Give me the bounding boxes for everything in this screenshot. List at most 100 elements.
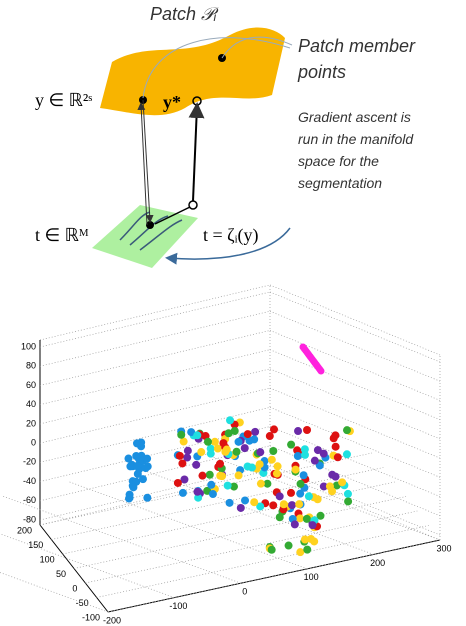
scatter-point — [211, 438, 219, 446]
scatter-point — [224, 482, 232, 490]
x-tick-label: 300 — [436, 543, 451, 553]
scatter-point — [296, 548, 304, 556]
grid-line — [270, 427, 440, 497]
scatter-point — [207, 481, 215, 489]
scatter-point — [129, 483, 137, 491]
scatter-point — [343, 426, 351, 434]
scatter-3d: 100806040200-20-40-60-80200150100500-50-… — [0, 285, 452, 625]
scatter-point — [301, 451, 309, 459]
scatter-point — [178, 459, 186, 467]
scatter-point — [344, 490, 352, 498]
z-tick-label: 80 — [26, 361, 36, 371]
scatter-point — [204, 438, 212, 446]
scatter-point — [143, 494, 151, 502]
box-edge — [40, 285, 270, 340]
scatter-point — [216, 460, 224, 468]
scatter-point — [209, 490, 217, 498]
scatter-point — [300, 471, 308, 479]
scatter-point — [133, 439, 141, 447]
scatter-point — [268, 546, 276, 554]
note: segmentation — [298, 175, 382, 191]
scatter-point — [269, 447, 277, 455]
scatter-point — [301, 536, 309, 544]
grid-line — [270, 292, 440, 362]
scatter-point — [266, 432, 274, 440]
scatter-point — [177, 431, 185, 439]
scatter-point — [292, 466, 300, 474]
note: space for the — [298, 153, 379, 169]
scatter-point — [257, 480, 265, 488]
scatter-point — [179, 489, 187, 497]
scatter-point — [251, 428, 259, 436]
grid-line — [270, 350, 440, 420]
scatter-point — [288, 501, 296, 509]
member-label: Patch member — [298, 36, 416, 56]
scatter-point — [320, 450, 328, 458]
grid-line — [85, 511, 417, 583]
scatter-point — [256, 460, 264, 468]
scatter-point — [176, 452, 184, 460]
scatter-point — [206, 471, 214, 479]
scatter-point — [311, 457, 319, 465]
z-tick-label: -20 — [23, 457, 36, 467]
scatter-point — [305, 492, 313, 500]
grid-line — [270, 330, 440, 400]
y-tick-label: 0 — [72, 583, 77, 593]
scatter-point — [296, 514, 304, 522]
scatter-point — [309, 521, 317, 529]
z-tick-label: 60 — [26, 380, 36, 390]
box-edge — [40, 470, 270, 525]
scatter-point — [133, 462, 141, 470]
scatter-point — [268, 456, 276, 464]
z-tick-label: -80 — [23, 514, 36, 524]
scatter-point — [273, 470, 281, 478]
scatter-point — [174, 479, 182, 487]
scatter-point — [226, 499, 234, 507]
scatter-point — [285, 542, 293, 550]
scatter-point — [139, 475, 147, 483]
z-tick-label: -60 — [23, 495, 36, 505]
scatter-point — [276, 492, 284, 500]
scatter-point — [193, 431, 201, 439]
scatter-point — [318, 368, 325, 375]
point — [189, 201, 197, 209]
scatter-point — [280, 500, 288, 508]
scatter-point — [250, 498, 258, 506]
y-tick-label: -100 — [82, 612, 100, 622]
scatter-point — [241, 496, 249, 504]
scatter-point — [294, 452, 302, 460]
scatter-point — [207, 450, 215, 458]
scatter-point — [326, 482, 334, 490]
x-tick-label: -100 — [169, 601, 187, 611]
scatter-point — [332, 443, 340, 451]
z-tick-label: 20 — [26, 418, 36, 428]
x-tick-label: 100 — [304, 572, 319, 582]
scatter-point — [276, 513, 284, 521]
scatter-point — [237, 504, 245, 512]
scatter-point — [334, 453, 342, 461]
scatter-point — [269, 501, 277, 509]
scatter-point — [226, 416, 234, 424]
t-space: t ∈ ℝᴹ — [35, 225, 89, 245]
scatter-point — [291, 520, 299, 528]
note: Gradient ascent is — [298, 109, 411, 125]
scatter-point — [303, 515, 311, 523]
figure: Patch 𝒫ᵢ Patch member points y ∈ ℝ²ˢ y* … — [0, 0, 466, 626]
mapping: t = ζᵢ(y) — [203, 225, 259, 246]
scatter-point — [331, 431, 339, 439]
scatter-point — [303, 546, 311, 554]
scatter-point — [338, 478, 346, 486]
member-label: points — [297, 62, 346, 82]
arrow — [193, 106, 197, 201]
x-tick-label: -200 — [103, 615, 121, 625]
scatter-point — [235, 438, 243, 446]
x-tick-label: 0 — [242, 587, 247, 597]
scatter-point — [244, 430, 252, 438]
scatter-point — [126, 494, 134, 502]
scatter-point — [198, 472, 206, 480]
scatter-point — [192, 461, 200, 469]
box-edge — [270, 285, 440, 355]
grid-line — [0, 525, 108, 612]
grid-line — [136, 467, 374, 554]
scatter-point — [225, 429, 233, 437]
